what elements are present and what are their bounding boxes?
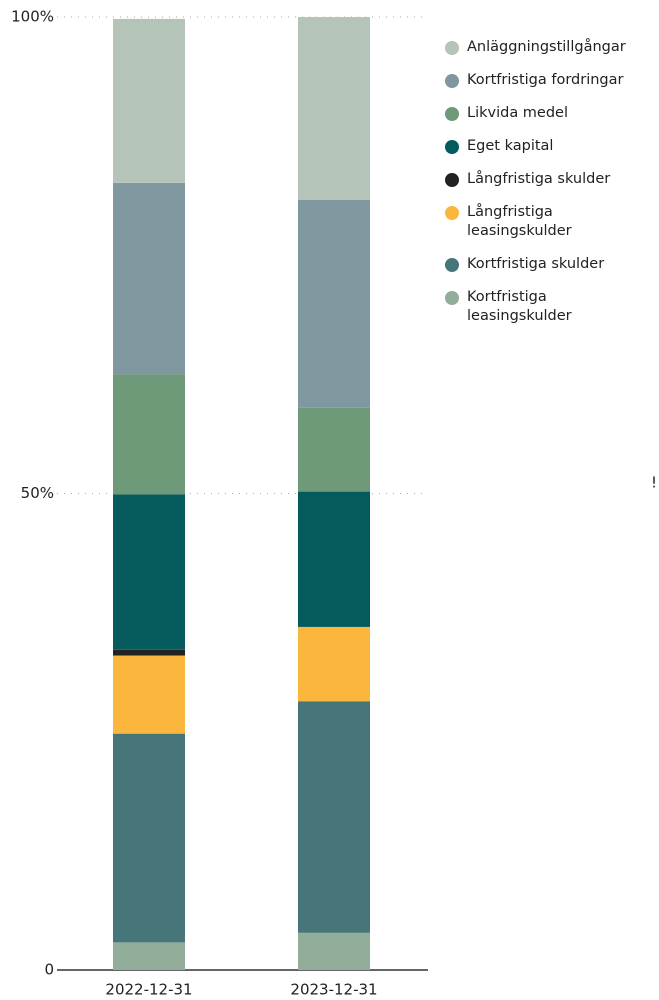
legend-label: Eget kapital (467, 138, 554, 154)
legend-swatch (445, 258, 459, 272)
bar-segment (113, 374, 185, 495)
legend-label: Anläggningstillgångar (467, 39, 626, 55)
bar-segment (113, 494, 185, 650)
bar-segment (298, 17, 370, 200)
legend-item: Långfristiga skulder (445, 170, 655, 189)
legend-swatch (445, 173, 459, 187)
bar-segment (298, 701, 370, 933)
legend-item: Eget kapital (445, 137, 655, 156)
legend-swatch (445, 74, 459, 88)
legend-item: Kortfristiga skulder (445, 255, 655, 274)
bar-segment (298, 932, 370, 970)
bar-segment (113, 182, 185, 375)
bar-segment (298, 407, 370, 492)
legend-item: Anläggningstillgångar (445, 38, 655, 57)
legend-item: Likvida medel (445, 104, 655, 123)
bar-segment (298, 491, 370, 627)
x-tick-label: 2023-12-31 (290, 981, 377, 999)
legend-label: Långfristiga skulder (467, 171, 611, 187)
legend-swatch (445, 291, 459, 305)
legend-swatch (445, 206, 459, 220)
legend-label: Långfristiga leasingskulder (467, 204, 572, 239)
x-tick-label: 2022-12-31 (105, 981, 192, 999)
legend-item: Kortfristiga leasingskulder (445, 288, 655, 326)
bar-segment (298, 199, 370, 408)
legend: Anläggningstillgångar Kortfristiga fordri… (445, 38, 655, 340)
bar-segment (113, 18, 185, 183)
y-tick-label: 0 (44, 961, 54, 979)
bar-segment (113, 733, 185, 943)
bar-segment (113, 655, 185, 734)
legend-swatch (445, 107, 459, 121)
y-tick-label: 50% (21, 484, 54, 502)
legend-item: Långfristiga leasingskulder (445, 203, 655, 241)
legend-swatch (445, 140, 459, 154)
legend-label: Likvida medel (467, 105, 569, 121)
bar-segment (113, 649, 185, 656)
bar-segment (113, 942, 185, 970)
annotation: ! (651, 474, 657, 492)
bar-segment (298, 626, 370, 702)
legend-label: Kortfristiga skulder (467, 256, 605, 272)
legend-label: Kortfristiga leasingskulder (467, 289, 572, 324)
legend-swatch (445, 41, 459, 55)
legend-label: Kortfristiga fordringar (467, 72, 624, 88)
y-tick-label: 100% (11, 8, 54, 26)
legend-item: Kortfristiga fordringar (445, 71, 655, 90)
